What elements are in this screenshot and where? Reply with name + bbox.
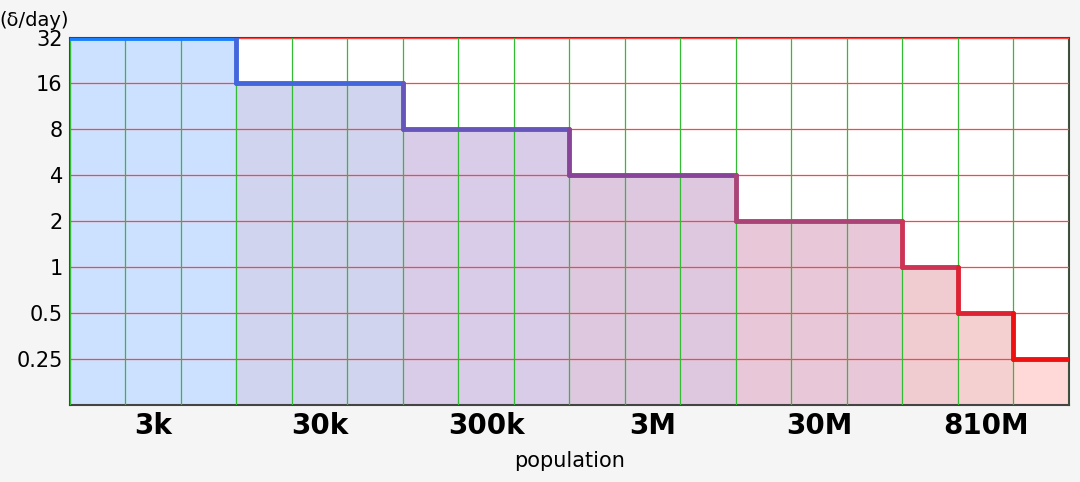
X-axis label: population: population [514,451,624,471]
Text: (δ/day): (δ/day) [0,11,69,30]
